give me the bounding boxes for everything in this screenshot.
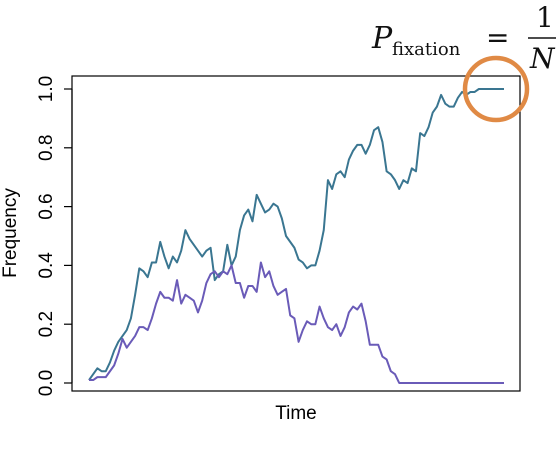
y-tick-label: 1.0: [36, 76, 57, 102]
formula-numerator: 1: [536, 1, 554, 34]
y-axis: 0.0 0.2 0.4 0.6 0.8 1.0: [36, 76, 73, 396]
series-layer: [88, 88, 504, 384]
y-tick-label: 0.8: [36, 135, 57, 161]
y-tick-label: 0.4: [36, 252, 57, 279]
y-tick-label: 0.2: [36, 311, 57, 337]
formula-equals: =: [486, 21, 509, 54]
fixation-formula: P fixation = 1 N: [371, 1, 556, 75]
plot-frame: [71, 75, 521, 392]
y-axis-label: Frequency: [0, 188, 21, 278]
formula-denominator: N: [529, 42, 556, 75]
x-axis-label: Time: [275, 403, 317, 424]
y-tick-label: 0.6: [36, 193, 57, 219]
formula-lhs: P: [371, 21, 393, 56]
formula-subscript: fixation: [392, 39, 461, 60]
series-line-2: [89, 261, 504, 384]
series-line-1: [88, 88, 504, 381]
y-tick-label: 0.0: [36, 370, 57, 396]
fixation-highlight-circle: [462, 55, 530, 123]
